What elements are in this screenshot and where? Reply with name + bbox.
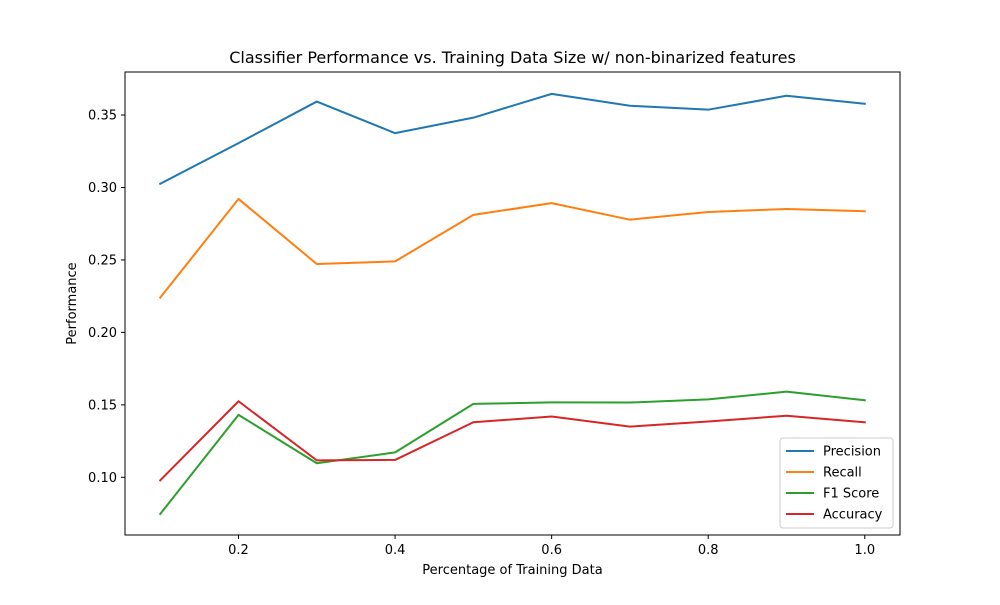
legend: Precision Recall F1 Score Accuracy <box>779 437 894 529</box>
series-line-f1-score <box>158 390 866 516</box>
legend-label: F1 Score <box>823 487 879 502</box>
y-tick-label: 0.30 <box>88 181 117 196</box>
legend-label: Accuracy <box>823 508 883 523</box>
y-tick-label: 0.25 <box>88 253 117 268</box>
plot-area-frame <box>124 71 901 536</box>
legend-label: Precision <box>823 445 881 460</box>
y-tick-label: 0.10 <box>88 471 117 486</box>
x-tick-label: 0.6 <box>541 543 562 558</box>
series-line-accuracy <box>158 400 866 482</box>
x-axis: 0.2 0.4 0.6 0.8 1.0 <box>228 535 875 558</box>
x-tick-label: 0.8 <box>698 543 719 558</box>
legend-label: Recall <box>823 466 862 481</box>
series-line-recall <box>158 197 866 300</box>
y-tick-label: 0.20 <box>88 326 117 341</box>
legend-box <box>779 437 894 529</box>
chart-title: Classifier Performance vs. Training Data… <box>229 48 796 67</box>
y-axis-label: Performance <box>65 262 80 344</box>
y-tick-label: 0.15 <box>88 398 117 413</box>
y-axis: 0.10 0.15 0.20 0.25 0.30 0.35 <box>88 109 125 486</box>
y-tick-label: 0.35 <box>88 109 117 124</box>
series-lines <box>158 92 866 516</box>
x-axis-label: Percentage of Training Data <box>422 563 602 578</box>
x-tick-label: 1.0 <box>854 543 875 558</box>
x-tick-label: 0.2 <box>228 543 249 558</box>
x-tick-label: 0.4 <box>385 543 406 558</box>
series-line-precision <box>158 92 866 186</box>
